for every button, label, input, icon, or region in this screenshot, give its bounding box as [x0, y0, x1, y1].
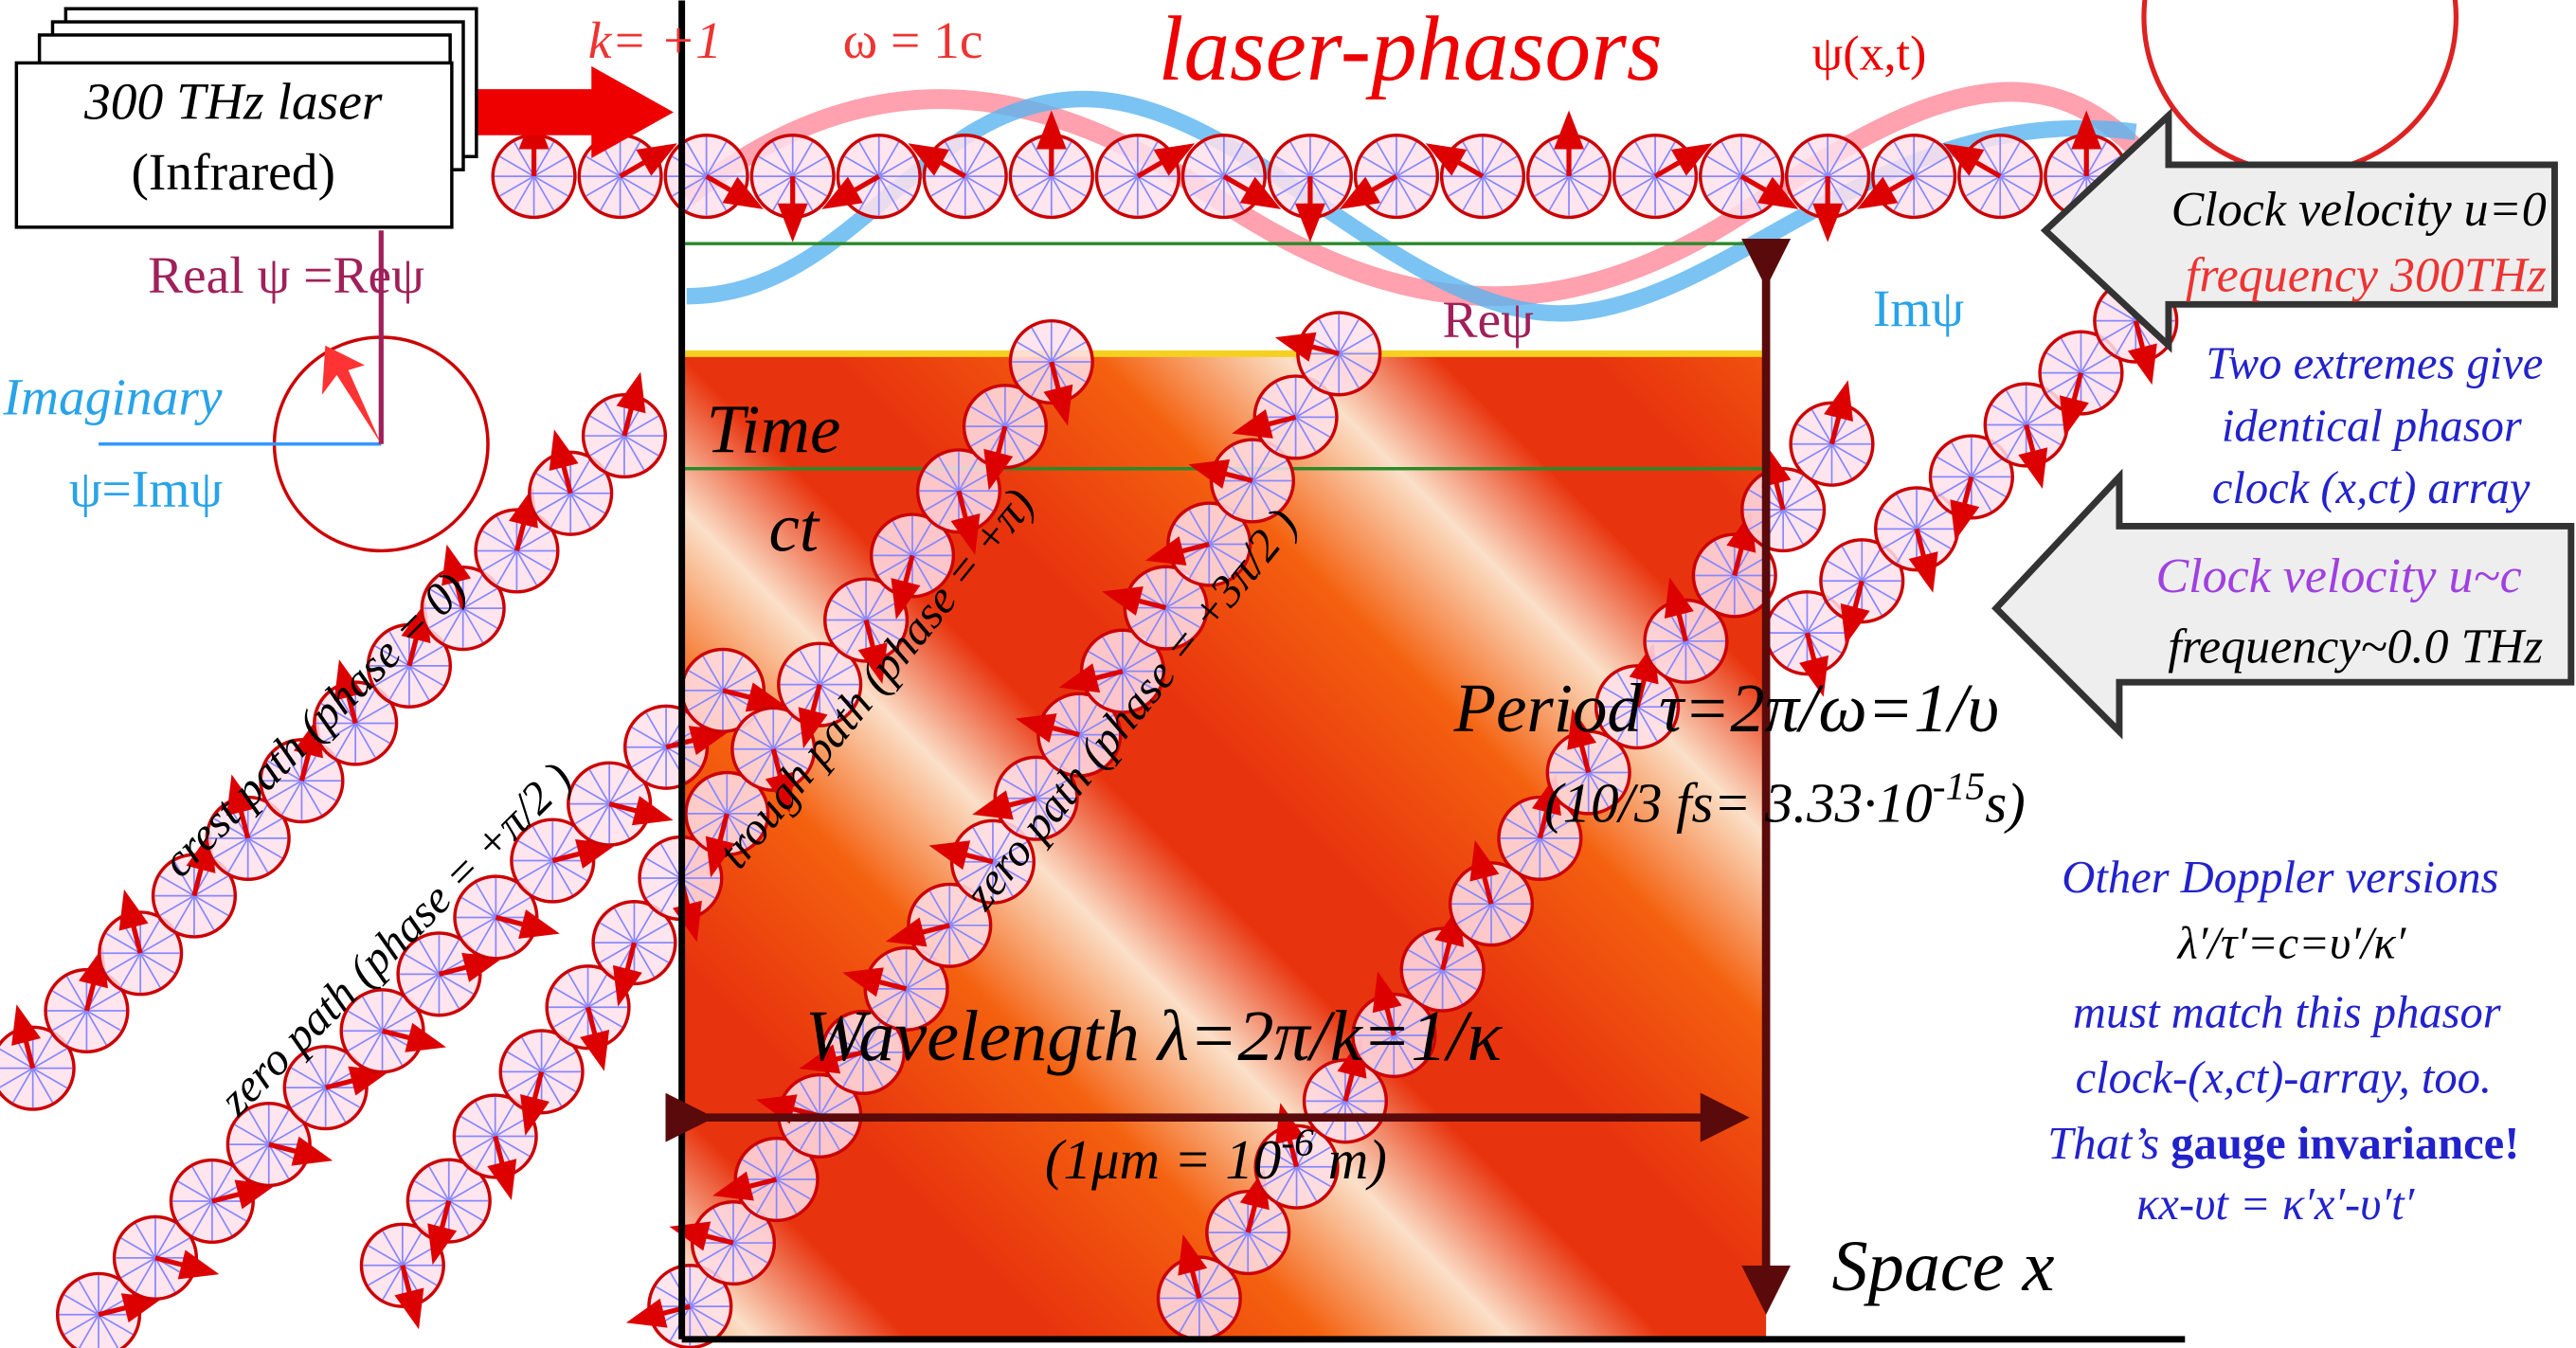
wavelength-label: Wavelength λ=2π/k=1/κ — [805, 996, 1504, 1076]
im-label: Imψ — [1873, 280, 1965, 338]
extremes-label: Two extremes give — [2206, 337, 2543, 388]
freq-label: frequency 300THz — [2186, 248, 2547, 302]
freq-label: frequency~0.0 THz — [2168, 620, 2543, 674]
phasor-clock — [1701, 135, 1792, 218]
page: {"laser":{"line1":"300 THz laser","line2… — [0, 0, 2576, 1348]
time-label: Time — [707, 390, 841, 467]
phasor-clock — [1528, 117, 1611, 218]
diagram: 300 THz laser (Infrared) k= +1 ω = 1c la… — [0, 0, 2576, 1348]
period-note-exp: -15 — [1933, 764, 1985, 808]
title: laser-phasors — [1159, 0, 1663, 100]
wavelength-note-exp: -6 — [1281, 1122, 1314, 1165]
doppler-part: That’s — [2047, 1118, 2171, 1169]
doppler-text: Other Doppler versions — [2062, 852, 2498, 903]
re-label: Reψ — [1443, 292, 1535, 350]
ct-label: ct — [769, 489, 820, 566]
period-note-part: (10/3 fs= 3.33·10 — [1544, 772, 1933, 835]
phasor-clock — [1863, 135, 1955, 218]
extremes-label: identical phasor — [2222, 400, 2523, 451]
extremes-label: clock (x,ct) array — [2212, 462, 2531, 513]
phasor-clock — [1345, 135, 1437, 218]
phasor-clock — [828, 135, 920, 218]
wavelength-note-part: (1μm = 10 — [1045, 1128, 1281, 1191]
clock-label: Clock velocity u=0 — [2171, 183, 2547, 237]
wavelength-note-part: m) — [1314, 1128, 1387, 1191]
phasor-clock — [751, 135, 834, 236]
path-label: crest path (phase = 0) — [152, 563, 476, 887]
doppler-text: clock-(x,ct)-array, too. — [2076, 1052, 2492, 1104]
doppler-text: That’s gauge invariance! — [2047, 1118, 2519, 1169]
omega-label: ω = 1c — [843, 12, 983, 70]
block-arrow — [1996, 476, 2571, 731]
laser-label: 300 THz laser — [83, 73, 383, 131]
imag-eq: ψ=Imψ — [69, 461, 224, 519]
real-label: Real ψ =Reψ — [148, 247, 424, 305]
doppler-text: λ′/τ′=c=υ′/κ′ — [2176, 917, 2407, 968]
phasor-clock — [1183, 135, 1275, 218]
phasor-clock — [1096, 135, 1188, 218]
phasor-clock — [1614, 135, 1706, 218]
phasor-clock — [914, 135, 1006, 218]
period-label: Period τ=2π/ω=1/υ — [1453, 670, 1999, 746]
psi-label: ψ(x,t) — [1812, 27, 1927, 81]
doppler-text: κx-υt = κ′x′-υ′t′ — [2136, 1178, 2415, 1230]
space-label: Space x — [1831, 1226, 2054, 1306]
imag-label: Imaginary — [2, 369, 222, 427]
wavelength-note: (1μm = 10-6 m) — [1045, 1122, 1387, 1191]
doppler-bold: gauge invariance! — [2171, 1118, 2519, 1169]
doppler-text: must match this phasor — [2073, 986, 2502, 1037]
laser-label: (Infrared) — [131, 144, 335, 202]
phasor-clock — [1791, 386, 1873, 485]
phasor-clock — [1949, 135, 2041, 218]
phasor-clock — [584, 379, 666, 477]
period-note-part: s) — [1985, 772, 2026, 835]
clock-label: Clock velocity u~c — [2155, 549, 2521, 603]
phasor-clock — [1432, 135, 1523, 218]
k-label: k= +1 — [588, 12, 722, 70]
big-clock — [2144, 0, 2456, 173]
phasor-arrow — [322, 346, 381, 444]
period-note: (10/3 fs= 3.33·10-15s) — [1544, 764, 2026, 834]
